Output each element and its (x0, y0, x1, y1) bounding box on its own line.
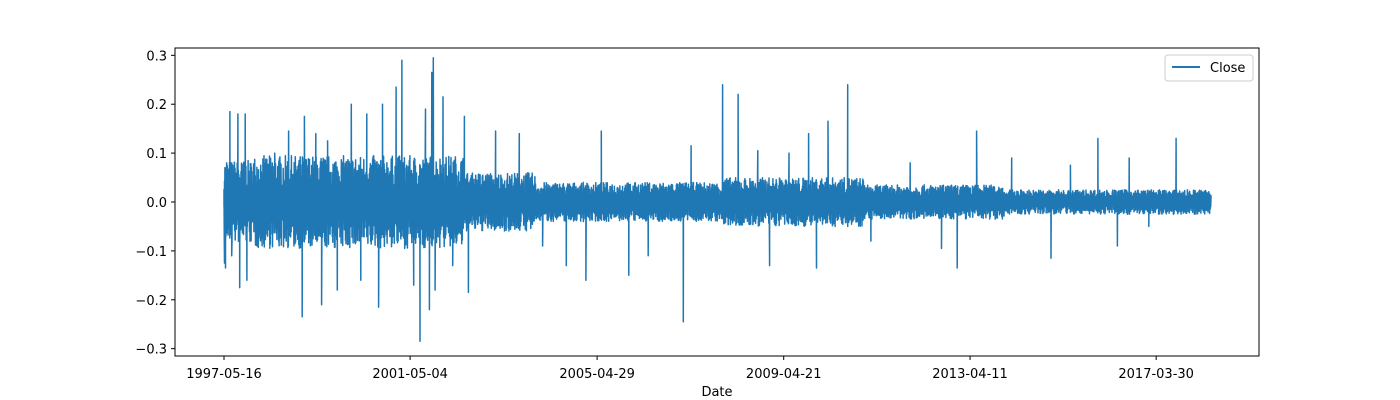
x-tick-label: 2009-04-21 (746, 367, 822, 382)
x-axis-title: Date (701, 385, 732, 400)
legend-box (1164, 54, 1254, 82)
y-tick-label: 0.0 (146, 196, 167, 211)
y-tick-label: −0.3 (135, 343, 167, 358)
y-tick-label: 0.3 (146, 49, 167, 64)
legend-label-close: Close (1210, 61, 1245, 76)
x-tick-label: 1997-05-16 (186, 367, 262, 382)
y-axis: −0.3 −0.2 −0.1 0.0 0.1 0.2 0.3 (135, 49, 175, 358)
x-axis: 1997-05-16 2001-05-04 2005-04-29 2009-04-21… (186, 356, 1194, 382)
y-tick-label: 0.2 (146, 98, 167, 113)
x-tick-label: 2005-04-29 (559, 367, 635, 382)
x-tick-label: 2001-05-04 (372, 367, 448, 382)
legend: Close (1164, 54, 1254, 82)
x-tick-label: 2013-04-11 (932, 367, 1008, 382)
plot-area (223, 57, 1212, 343)
y-tick-label: −0.2 (135, 294, 167, 309)
x-tick-label: 2017-03-30 (1118, 367, 1194, 382)
y-tick-label: 0.1 (146, 147, 167, 162)
y-tick-label: −0.1 (135, 245, 167, 260)
series-close-line (223, 57, 1212, 343)
